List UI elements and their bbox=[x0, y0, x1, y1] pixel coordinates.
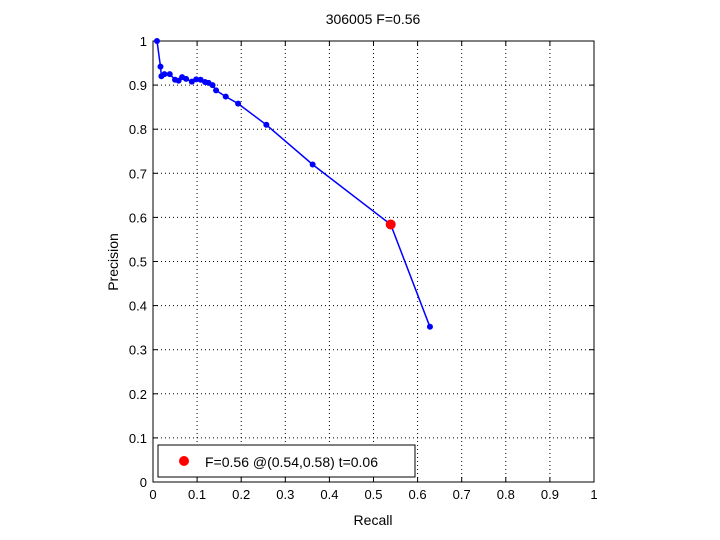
y-tick-label: 0.7 bbox=[129, 166, 147, 181]
x-tick-label: 0.1 bbox=[188, 487, 206, 502]
x-tick-label: 1 bbox=[590, 487, 597, 502]
pr-data-point bbox=[197, 76, 204, 83]
pr-data-point bbox=[157, 63, 164, 70]
legend-marker-red-dot bbox=[179, 456, 189, 466]
x-axis-label: Recall bbox=[354, 512, 393, 528]
axis-ticks: 0 0.1 0.2 0.3 0.4 0.5 0.6 0.7 0.8 0.9 1 0 0.1 0.2 0.3 0… bbox=[129, 34, 598, 502]
x-tick-label: 0.4 bbox=[320, 487, 338, 502]
pr-data-point bbox=[172, 76, 179, 83]
x-tick-label: 0.8 bbox=[497, 487, 515, 502]
pr-data-point bbox=[426, 323, 433, 330]
pr-data-point bbox=[158, 73, 165, 80]
y-tick-label: 0.8 bbox=[129, 122, 147, 137]
y-tick-label: 0.4 bbox=[129, 299, 147, 314]
pr-data-point bbox=[222, 93, 229, 100]
y-tick-label: 1 bbox=[140, 34, 147, 49]
y-tick-label: 0.5 bbox=[129, 255, 147, 270]
pr-data-point bbox=[188, 78, 195, 85]
pr-data-point bbox=[213, 87, 220, 94]
pr-data-point bbox=[166, 71, 173, 78]
y-axis-label: Precision bbox=[105, 233, 121, 291]
y-tick-label: 0.3 bbox=[129, 343, 147, 358]
pr-series bbox=[153, 38, 433, 330]
legend-label: F=0.56 @(0.54,0.58) t=0.06 bbox=[205, 454, 378, 470]
pr-data-point bbox=[153, 38, 160, 44]
x-tick-label: 0.2 bbox=[232, 487, 250, 502]
legend: F=0.56 @(0.54,0.58) t=0.06 bbox=[157, 444, 416, 478]
pr-data-point bbox=[235, 100, 242, 107]
y-tick-label: 0.1 bbox=[129, 431, 147, 446]
x-tick-label: 0.3 bbox=[276, 487, 294, 502]
x-tick-label: 0 bbox=[149, 487, 156, 502]
legend-box bbox=[157, 444, 416, 478]
x-tick-label: 0.6 bbox=[409, 487, 427, 502]
best-f-marker bbox=[385, 219, 396, 230]
y-tick-label: 0.6 bbox=[129, 210, 147, 225]
grid-lines bbox=[153, 41, 594, 482]
chart-title: 306005 F=0.56 bbox=[326, 11, 421, 27]
x-tick-label: 0.7 bbox=[453, 487, 471, 502]
y-tick-label: 0 bbox=[140, 475, 147, 490]
pr-data-point bbox=[309, 161, 316, 168]
y-tick-label: 0.2 bbox=[129, 387, 147, 402]
x-tick-label: 0.9 bbox=[541, 487, 559, 502]
best-f-marker-group bbox=[385, 219, 396, 230]
y-tick-label: 0.9 bbox=[129, 78, 147, 93]
pr-data-point bbox=[263, 121, 270, 128]
x-tick-label: 0.5 bbox=[364, 487, 382, 502]
